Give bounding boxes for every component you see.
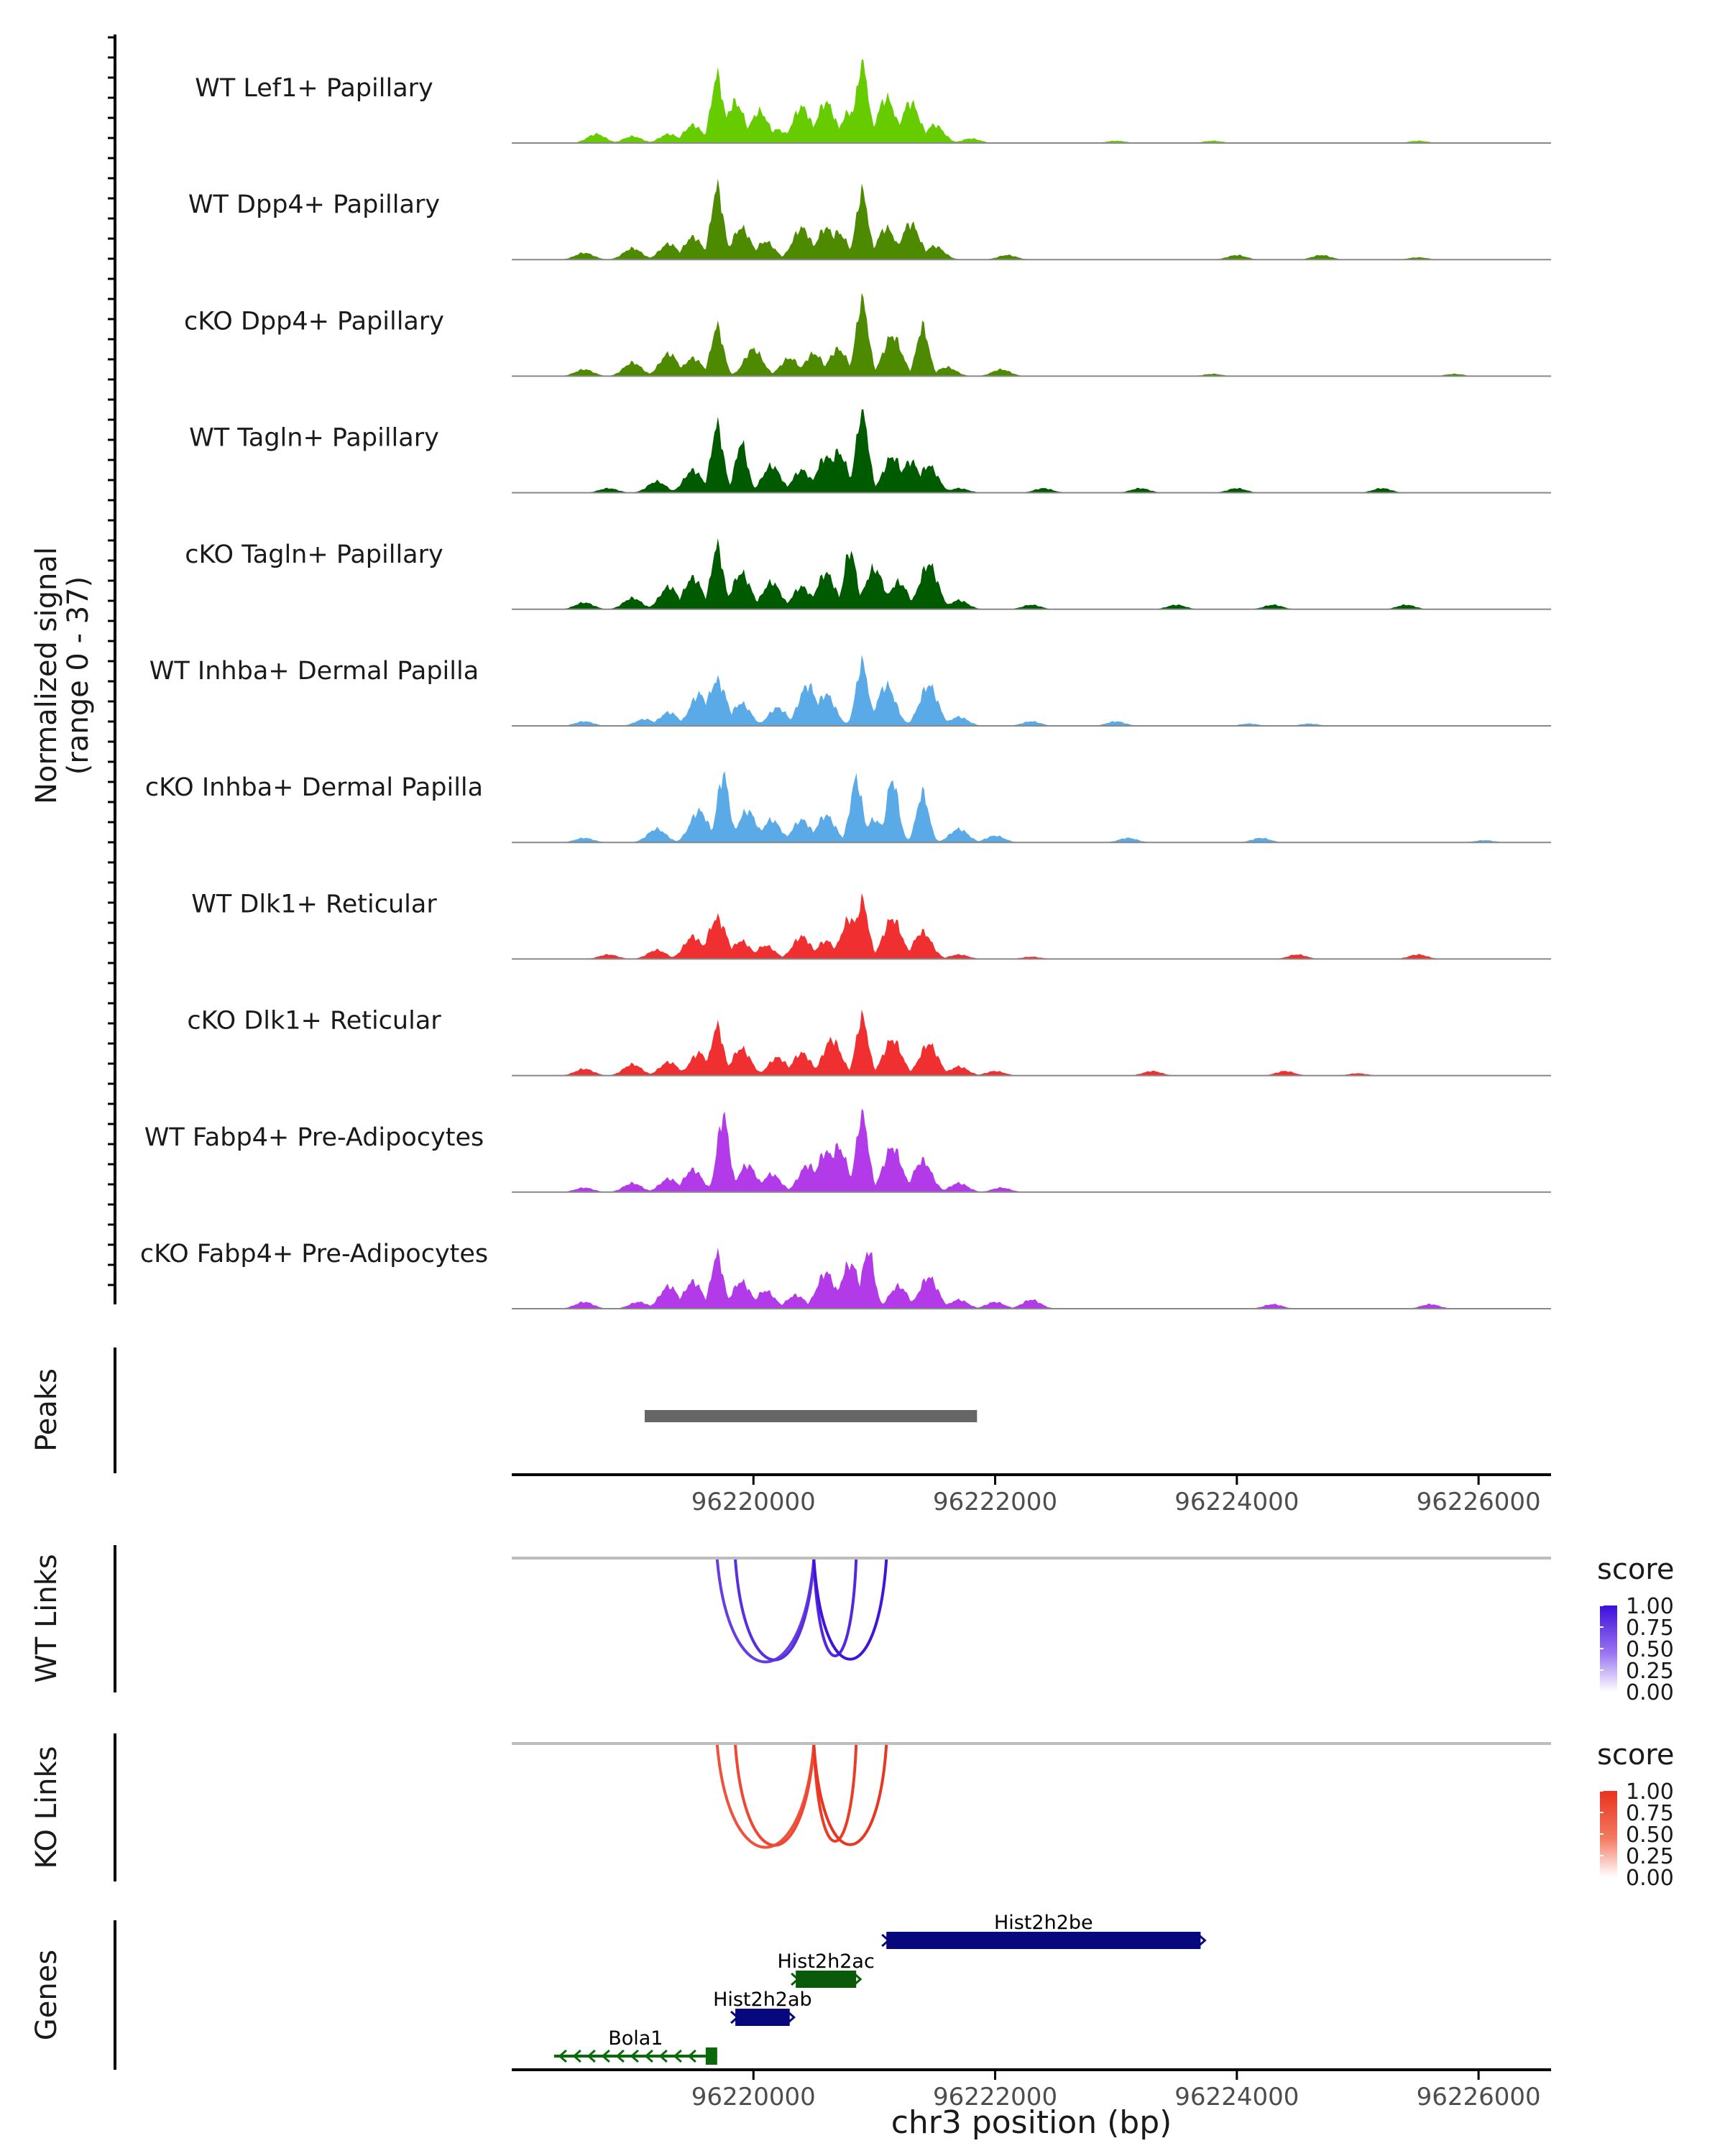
genes-track-label: Genes <box>30 1950 63 2040</box>
coverage-ylabel-line1: Normalized signal <box>30 547 63 804</box>
wt-score-legend: 1.000.750.500.250.00 <box>1600 1594 1674 1705</box>
ko-score-legend: 1.000.750.500.250.00 <box>1600 1779 1674 1891</box>
coverage-track-label: WT Tagln+ Papillary <box>189 424 439 453</box>
ko-legend-title: score <box>1597 1738 1674 1772</box>
legend-tick-label: 0.00 <box>1626 1680 1674 1705</box>
x-tick-label: 96222000 <box>933 1488 1057 1516</box>
legend-tick-label: 0.00 <box>1626 1866 1674 1891</box>
x-tick-label: 96220000 <box>691 1488 816 1516</box>
gene-label: Hist2h2be <box>994 1912 1093 1934</box>
peak-bar <box>645 1410 977 1422</box>
x-tick-label: 96220000 <box>691 2083 816 2111</box>
coverage-track-label: WT Dpp4+ Papillary <box>188 190 440 219</box>
x-tick-label: 96226000 <box>1417 2083 1541 2111</box>
coverage-ylabel-line2: (range 0 - 37) <box>62 576 95 775</box>
gene-label: Hist2h2ac <box>777 1950 874 1973</box>
x-tick-label: 96224000 <box>1174 2083 1299 2111</box>
gene-label: Hist2h2ab <box>713 1989 812 2011</box>
x-tick-label: 96226000 <box>1417 1488 1541 1516</box>
gene-exon <box>886 1932 1200 1949</box>
coverage-track-label: WT Fabp4+ Pre-Adipocytes <box>144 1123 484 1152</box>
wt-legend-title: score <box>1597 1553 1674 1586</box>
coverage-track-label: WT Lef1+ Papillary <box>195 74 433 103</box>
coverage-track-label: cKO Fabp4+ Pre-Adipocytes <box>140 1240 488 1268</box>
gene-exon <box>735 2009 790 2026</box>
peak-bars <box>645 1410 977 1422</box>
genome-coverage-figure: Normalized signal (range 0 - 37) WT Lef1… <box>0 0 1725 2156</box>
gene-exon <box>706 2047 717 2065</box>
ko-links-track-label: KO Links <box>30 1746 63 1869</box>
x-tick-label: 96224000 <box>1174 1488 1299 1516</box>
coverage-track-label: WT Inhba+ Dermal Papilla <box>150 657 479 686</box>
coverage-track-label: cKO Tagln+ Papillary <box>185 540 443 569</box>
x-axis-title: chr3 position (bp) <box>891 2104 1172 2141</box>
coverage-track-label: cKO Dpp4+ Papillary <box>184 307 444 336</box>
gene-label: Bola1 <box>608 2027 663 2050</box>
coverage-track-label: cKO Inhba+ Dermal Papilla <box>145 773 483 802</box>
coverage-track-label: WT Dlk1+ Reticular <box>191 890 437 918</box>
gene-exon <box>796 1971 856 1988</box>
coverage-track-label: cKO Dlk1+ Reticular <box>187 1007 441 1036</box>
peaks-track-label: Peaks <box>30 1368 63 1452</box>
wt-links-track-label: WT Links <box>30 1554 63 1682</box>
